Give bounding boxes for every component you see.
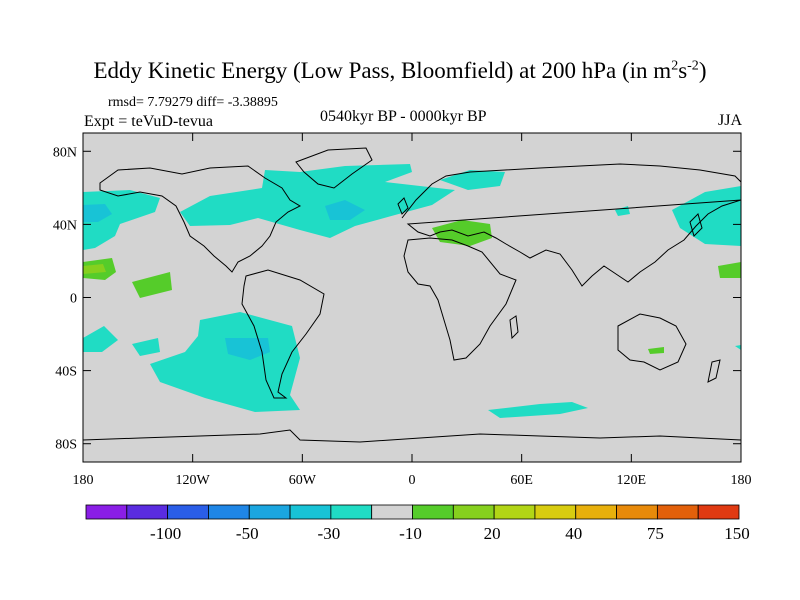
colorbar-swatch: [330, 504, 373, 520]
coast-greenland: [295, 147, 373, 189]
colorbar-label: -50: [236, 524, 259, 543]
lon-tick-label: 60E: [510, 473, 533, 488]
coastlines: [83, 147, 741, 443]
anomaly-australia: [648, 347, 664, 354]
map-background: [83, 133, 741, 462]
anomaly-north-atlantic: [180, 164, 455, 238]
latitude-axis: 80N 40N 0 40S 80S: [53, 145, 741, 453]
lon-tick-label: 180: [73, 473, 94, 488]
colorbar-swatch: [412, 504, 454, 520]
anomaly-southern-ocean: [488, 402, 588, 418]
anomaly-contours: [83, 164, 741, 418]
colorbar-swatch: [534, 504, 577, 520]
coast-new-zealand: [707, 359, 721, 383]
colorbar-swatch: [126, 504, 169, 520]
experiment-label: Expt = teVuD-tevua: [84, 113, 213, 130]
lon-tick-label: 120E: [617, 473, 647, 488]
lon-tick-label: 120W: [176, 473, 211, 488]
colorbar-label: -100: [150, 524, 181, 543]
anomaly-east-pacific-blob: [132, 338, 160, 356]
lon-tick-label: 0: [409, 473, 416, 488]
coast-australia: [617, 313, 687, 371]
lat-tick-label: 80N: [53, 145, 77, 160]
colorbar-swatch: [697, 504, 740, 520]
anomaly-tropical-pacific-core: [83, 264, 106, 274]
anomaly-west-pacific-green: [718, 262, 741, 278]
colorbar-label: 150: [724, 524, 750, 543]
season-label: JJA: [717, 112, 742, 129]
coast-antarctica: [83, 429, 741, 443]
anomaly-arctic: [440, 170, 505, 190]
colorbar-label: 40: [565, 524, 582, 543]
colorbar-swatch: [493, 504, 536, 520]
coast-europe-asia: [401, 163, 741, 287]
coast-japan: [689, 213, 703, 237]
longitude-axis: 180 120W 60W 0 60E 120E 180: [73, 133, 752, 488]
colorbar-swatch: [452, 504, 495, 520]
anomaly-north-atlantic-core: [325, 200, 365, 220]
anomaly-central-pacific: [132, 272, 172, 298]
coast-madagascar: [509, 315, 519, 340]
coast-north-america: [99, 165, 302, 273]
colorbar-label: -30: [318, 524, 341, 543]
lon-tick-label: 60W: [289, 473, 317, 488]
colorbar-swatch: [248, 504, 291, 520]
colorbar-swatch: [85, 504, 128, 520]
colorbar: -100 -50 -30 -10 20 40 75 150: [85, 504, 750, 543]
colorbar-swatch: [289, 504, 332, 520]
colorbar-label: 75: [647, 524, 664, 543]
colorbar-swatch: [616, 504, 658, 520]
period-label: 0540kyr BP - 0000kyr BP: [320, 108, 487, 125]
colorbar-label: 20: [484, 524, 501, 543]
lon-tick-label: 180: [731, 473, 752, 488]
plot-title: Eddy Kinetic Energy (Low Pass, Bloomfiel…: [93, 58, 707, 83]
lat-tick-label: 40S: [55, 365, 77, 380]
coast-africa: [403, 237, 517, 361]
colorbar-swatch: [656, 504, 699, 520]
anomaly-south-pacific: [150, 312, 300, 412]
colorbar-swatch: [167, 504, 209, 520]
anomaly-se-pacific: [83, 326, 118, 352]
colorbar-swatch: [371, 504, 413, 520]
coast-south-america: [241, 269, 325, 399]
colorbar-label: -10: [399, 524, 422, 543]
colorbar-swatch: [575, 504, 617, 520]
anomaly-north-pacific-core: [83, 204, 112, 222]
anomaly-south-pacific-core: [225, 338, 270, 360]
anomaly-indian: [735, 345, 741, 350]
lat-tick-label: 40N: [53, 218, 77, 233]
rmsd-diff-stats: rmsd= 7.79279 diff= -3.38895: [108, 95, 278, 110]
colorbar-swatch: [208, 504, 250, 520]
lat-tick-label: 80S: [55, 438, 77, 453]
coast-uk: [397, 197, 409, 215]
lat-tick-label: 0: [70, 292, 77, 307]
